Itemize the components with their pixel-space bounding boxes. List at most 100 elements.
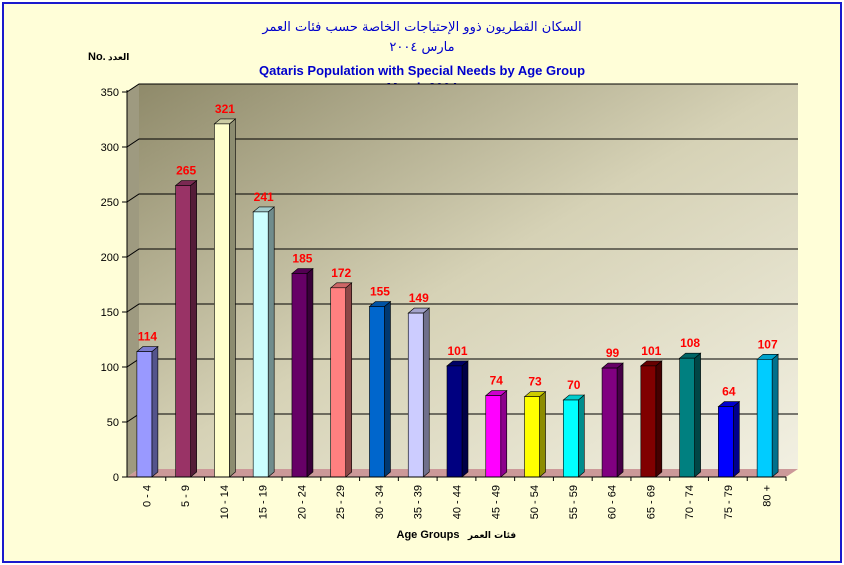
bar bbox=[601, 362, 624, 478]
bar-side bbox=[151, 345, 159, 478]
bar-front bbox=[524, 396, 540, 478]
data-label: 64 bbox=[722, 385, 736, 399]
bar bbox=[639, 360, 663, 478]
data-label: 185 bbox=[292, 252, 312, 266]
bar-front bbox=[407, 312, 424, 478]
y-tick-label: 150 bbox=[101, 307, 119, 319]
gridline bbox=[126, 248, 798, 258]
bar-front bbox=[562, 399, 579, 478]
x-tick-label: 80 + bbox=[762, 485, 774, 507]
y-tick-label: 200 bbox=[101, 252, 119, 264]
bar bbox=[678, 352, 702, 478]
x-tick-label: 15 - 19 bbox=[258, 485, 270, 519]
x-axis-label-arabic: فئات العمر bbox=[467, 531, 516, 541]
bar-side bbox=[577, 394, 585, 478]
x-tick-label: 55 - 59 bbox=[568, 485, 580, 519]
axes: 0 50 100 150 200 250 300 350 bbox=[101, 87, 787, 484]
x-tick-label: 40 - 44 bbox=[452, 485, 464, 519]
bar bbox=[484, 389, 508, 478]
bar bbox=[174, 179, 198, 478]
bar-side bbox=[422, 307, 430, 478]
data-label: 172 bbox=[331, 266, 351, 280]
y-axis-label: No. bbox=[88, 51, 106, 63]
y-tick-label: 300 bbox=[101, 142, 119, 154]
bar-front bbox=[175, 185, 191, 478]
bar-side bbox=[306, 267, 314, 478]
data-label: 108 bbox=[680, 336, 700, 350]
bar bbox=[756, 353, 779, 478]
bar bbox=[446, 360, 469, 478]
bar-front bbox=[291, 273, 308, 478]
x-tick-label: 45 - 49 bbox=[490, 485, 502, 519]
chart-subtitle-arabic: مارس ٢٠٠٤ bbox=[389, 40, 455, 55]
bar bbox=[252, 206, 276, 478]
y-tick-label: 350 bbox=[101, 87, 119, 99]
bar-front bbox=[718, 406, 734, 478]
data-label: 155 bbox=[370, 285, 390, 299]
bar-side bbox=[461, 360, 469, 478]
bar-front bbox=[679, 357, 695, 478]
bar-side bbox=[655, 360, 663, 478]
x-tick-label: 65 - 69 bbox=[645, 485, 657, 519]
x-tick-label: 50 - 54 bbox=[529, 485, 541, 519]
gridline bbox=[126, 138, 798, 148]
bars bbox=[136, 118, 779, 478]
data-label: 74 bbox=[490, 374, 504, 388]
gridline bbox=[126, 303, 798, 313]
bar bbox=[368, 300, 392, 478]
gridline bbox=[126, 83, 798, 93]
data-label: 99 bbox=[606, 346, 620, 360]
bar-side bbox=[229, 118, 236, 478]
data-label: 107 bbox=[758, 337, 778, 351]
x-tick-label: 20 - 24 bbox=[296, 485, 308, 519]
bar bbox=[407, 307, 431, 478]
data-label: 149 bbox=[409, 291, 429, 305]
bar bbox=[291, 267, 314, 478]
x-tick-label: 10 - 14 bbox=[219, 485, 231, 519]
data-label: 73 bbox=[528, 375, 542, 389]
data-label: 114 bbox=[138, 330, 158, 344]
bar-side bbox=[733, 400, 740, 478]
bar-side bbox=[384, 300, 391, 478]
chart-title-arabic: السكان القطريون ذوو الإحتياجات الخاصة حس… bbox=[262, 20, 582, 35]
bar-front bbox=[601, 367, 618, 478]
bar bbox=[562, 394, 586, 478]
y-tick-label: 0 bbox=[113, 472, 119, 484]
x-tick-label: 0 - 4 bbox=[141, 485, 153, 507]
bar bbox=[329, 282, 353, 478]
plot-side-wall bbox=[127, 84, 139, 477]
bar bbox=[717, 400, 741, 478]
bar-front bbox=[330, 287, 347, 478]
bar-front bbox=[369, 306, 385, 478]
y-tick-label: 250 bbox=[101, 197, 119, 209]
x-axis-label: Age Groups bbox=[397, 529, 460, 541]
data-label: 101 bbox=[447, 344, 467, 358]
data-label: 70 bbox=[567, 378, 581, 392]
bar-side bbox=[267, 206, 275, 478]
bar-side bbox=[694, 352, 701, 478]
x-tick-label: 30 - 34 bbox=[374, 485, 386, 519]
y-tick-label: 50 bbox=[107, 417, 119, 429]
bar-front bbox=[640, 365, 657, 478]
y-tick-label: 100 bbox=[101, 362, 119, 374]
bar bbox=[523, 391, 547, 478]
data-label: 101 bbox=[641, 344, 661, 358]
labels: 114 0 - 4 265 5 - 9 321 10 - 14 241 15 - 19 185 2… bbox=[138, 102, 778, 519]
x-tick-label: 60 - 64 bbox=[607, 485, 619, 519]
x-tick-label: 70 - 74 bbox=[684, 485, 696, 519]
bar-side bbox=[190, 179, 197, 478]
x-tick-label: 75 - 79 bbox=[723, 485, 735, 519]
bar-front bbox=[756, 358, 773, 478]
x-tick-label: 5 - 9 bbox=[180, 485, 192, 507]
bar-front bbox=[214, 123, 230, 478]
bar-side bbox=[345, 282, 353, 478]
bar-side bbox=[539, 391, 546, 478]
bar bbox=[136, 345, 159, 478]
bar-side bbox=[500, 389, 508, 478]
bar-front bbox=[136, 351, 153, 478]
x-tick-label: 25 - 29 bbox=[335, 485, 347, 519]
y-axis-label-arabic: العدد bbox=[108, 53, 129, 63]
data-label: 241 bbox=[254, 190, 274, 204]
data-label: 321 bbox=[215, 102, 235, 116]
